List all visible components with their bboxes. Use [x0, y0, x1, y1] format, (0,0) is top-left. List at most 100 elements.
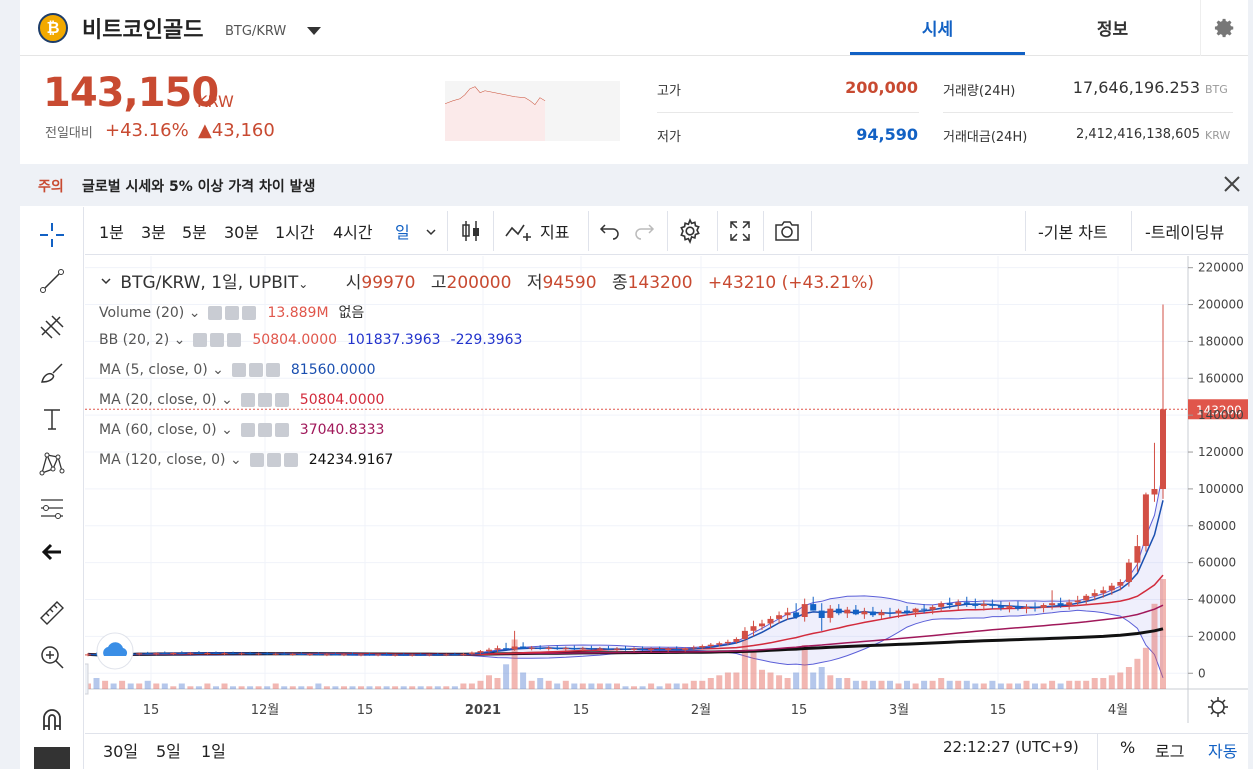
- indicator-name[interactable]: MA (20, close, 0) ⌄: [99, 392, 233, 408]
- tab-info[interactable]: 정보: [1096, 20, 1129, 40]
- indicator-row[interactable]: MA (60, close, 0) ⌄ 37040.8333: [99, 422, 394, 438]
- low-label: 저가: [657, 130, 681, 145]
- indicator-row[interactable]: MA (20, close, 0) ⌄ 50804.0000: [99, 392, 394, 408]
- volume-bar: [656, 686, 663, 690]
- interval-4h[interactable]: 4시간: [333, 223, 373, 242]
- interval-5m[interactable]: 5분: [182, 223, 207, 242]
- redo-icon[interactable]: [633, 221, 655, 245]
- change-percent: +43.16%: [105, 120, 189, 141]
- indicator-row[interactable]: MA (120, close, 0) ⌄ 24234.9167: [99, 452, 403, 468]
- candle-body: [579, 648, 586, 650]
- volume-bar: [784, 678, 791, 689]
- indicator-label[interactable]: 지표: [540, 223, 570, 242]
- volume-bar: [895, 683, 902, 689]
- interval-chevron-down-icon[interactable]: [425, 223, 437, 242]
- candle-body: [392, 654, 399, 656]
- zoom-in-icon[interactable]: [34, 641, 70, 673]
- indicator-controls-icon[interactable]: [231, 362, 283, 378]
- volume-bar: [682, 683, 689, 689]
- volume-bar: [980, 683, 987, 689]
- volume-bar: [110, 683, 117, 689]
- volume-bar: [409, 686, 416, 690]
- tradingview-button[interactable]: -트레이딩뷰: [1145, 223, 1225, 242]
- close-icon[interactable]: [1220, 172, 1244, 196]
- back-arrow-icon[interactable]: [34, 536, 70, 568]
- hide-drawings-icon[interactable]: [34, 747, 70, 769]
- symbol-label[interactable]: BTG/KRW, 1일, UPBIT: [120, 273, 299, 293]
- brush-icon[interactable]: [34, 357, 70, 389]
- coin-select-chevron-icon[interactable]: [307, 27, 321, 35]
- candle-body: [869, 611, 876, 616]
- x-tick-label: 2021: [465, 703, 501, 718]
- auto-toggle[interactable]: 자동: [1208, 742, 1238, 761]
- indicator-row[interactable]: Volume (20) ⌄ 13.889M 없음: [99, 302, 374, 322]
- interval-3m[interactable]: 3분: [141, 223, 166, 242]
- y-tick-label: 0: [1198, 666, 1206, 680]
- range-5d[interactable]: 5일: [156, 742, 181, 761]
- indicator-name[interactable]: MA (60, close, 0) ⌄: [99, 422, 233, 438]
- volume-bar: [1074, 680, 1081, 690]
- interval-1m[interactable]: 1분: [99, 223, 124, 242]
- toolbar-divider: [667, 211, 668, 251]
- magnet-icon[interactable]: [34, 704, 70, 736]
- left-margin: [0, 0, 20, 769]
- indicator-name[interactable]: MA (120, close, 0) ⌄: [99, 452, 242, 468]
- candle-body: [682, 648, 689, 650]
- indicator-name[interactable]: Volume (20) ⌄: [99, 305, 201, 321]
- low-value: 94590: [542, 273, 597, 293]
- x-tick-label: 15: [990, 703, 1007, 718]
- ruler-icon[interactable]: [34, 597, 70, 629]
- chart-settings-gear-icon[interactable]: [677, 218, 703, 248]
- price-unit: KRW: [197, 92, 234, 111]
- indicator-controls-icon[interactable]: [193, 332, 244, 348]
- candle-style-icon[interactable]: [459, 219, 483, 247]
- camera-icon[interactable]: [773, 219, 801, 247]
- indicator-controls-icon[interactable]: [240, 392, 292, 408]
- tab-price[interactable]: 시세: [921, 20, 954, 40]
- volume-bar: [1066, 680, 1073, 690]
- range-1d[interactable]: 1일: [201, 742, 226, 761]
- x-tick-label: 15: [791, 703, 808, 718]
- interval-1h[interactable]: 1시간: [275, 223, 315, 242]
- fullscreen-icon[interactable]: [728, 219, 752, 247]
- collapse-chevron-icon[interactable]: [99, 273, 115, 293]
- candle-body: [963, 602, 970, 605]
- candle-body: [528, 647, 535, 649]
- text-tool-icon[interactable]: [34, 403, 70, 435]
- percent-toggle[interactable]: %: [1120, 738, 1136, 757]
- candle-body: [861, 611, 868, 615]
- trend-line-icon[interactable]: [34, 265, 70, 297]
- volume-bar: [835, 678, 842, 689]
- x-tick-label: 15: [357, 703, 374, 718]
- indicator-row[interactable]: BB (20, 2) ⌄ 50804.0000 101837.3963 -229.39…: [99, 332, 532, 348]
- pattern-icon[interactable]: [34, 447, 70, 479]
- price-chart[interactable]: 143200 0 20000 40000 60000 80000 100000 120000 1…: [85, 256, 1248, 769]
- settings-gear-icon[interactable]: [1200, 0, 1248, 56]
- candle-body: [776, 615, 783, 619]
- notice-text: 글로벌 시세와 5% 이상 가격 차이 발생: [82, 179, 316, 195]
- high-label: 고: [430, 273, 447, 293]
- volume-bar: [554, 683, 561, 689]
- y-tick-label: 60000: [1198, 556, 1236, 570]
- range-30d[interactable]: 30일: [103, 742, 139, 761]
- log-toggle[interactable]: 로그: [1155, 742, 1185, 761]
- indicator-controls-icon[interactable]: [208, 305, 259, 321]
- indicator-controls-icon[interactable]: [249, 452, 301, 468]
- undo-icon[interactable]: [599, 221, 621, 245]
- volume-bar: [358, 686, 364, 690]
- candle-body: [588, 648, 595, 650]
- indicator-row[interactable]: MA (5, close, 0) ⌄ 81560.0000: [99, 362, 386, 378]
- indicator-icon[interactable]: [505, 220, 533, 246]
- pitchfork-icon[interactable]: [34, 311, 70, 343]
- indicator-controls-icon[interactable]: [240, 422, 292, 438]
- indicator-name[interactable]: MA (5, close, 0) ⌄: [99, 362, 224, 378]
- crosshair-icon[interactable]: [34, 219, 70, 251]
- basic-chart-button[interactable]: -기본 차트: [1038, 223, 1108, 242]
- volume-bar: [579, 683, 586, 689]
- change-value: +43210 (+43.21%): [707, 273, 874, 293]
- interval-30m[interactable]: 30분: [224, 223, 260, 242]
- interval-day[interactable]: 일: [395, 223, 410, 242]
- indicator-name[interactable]: BB (20, 2) ⌄: [99, 332, 186, 348]
- candle-body: [1160, 409, 1166, 489]
- fib-retracement-icon[interactable]: [34, 492, 70, 524]
